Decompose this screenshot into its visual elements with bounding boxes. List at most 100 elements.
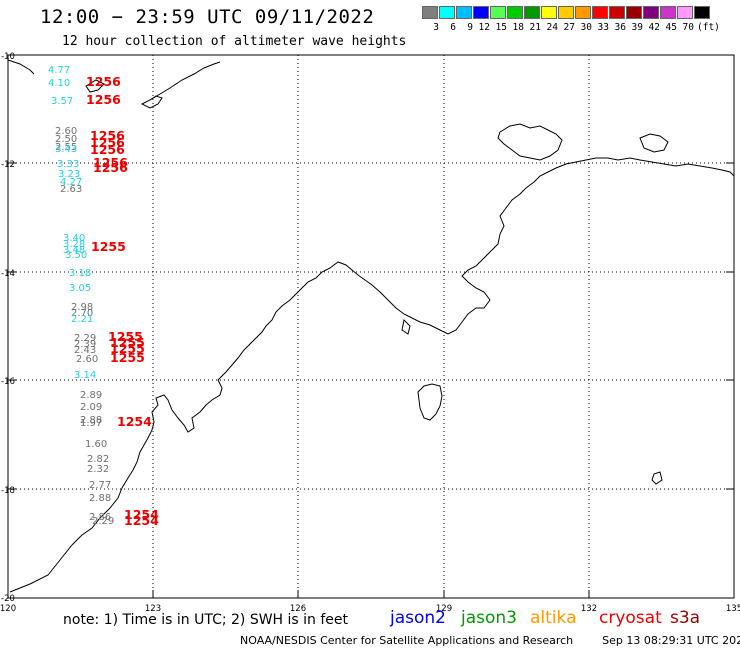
color-swatch: [473, 6, 489, 19]
pass-time-label: 1255: [110, 335, 145, 350]
color-swatch: [541, 6, 557, 19]
wave-height-label: 2.82: [87, 454, 109, 465]
color-scale-label: 42: [648, 22, 660, 33]
pass-time-label: 1256: [90, 142, 125, 157]
wave-height-label: 2.98: [71, 302, 93, 313]
color-scale-label: 6: [450, 22, 456, 33]
color-swatch: [660, 6, 676, 19]
lon-label: 120: [0, 604, 16, 614]
wave-height-label: 3.23: [58, 169, 80, 180]
wave-height-label: 2.86: [89, 512, 111, 523]
color-swatch: [677, 6, 693, 19]
color-scale-label: 24: [546, 22, 558, 33]
lon-label: 132: [581, 604, 597, 614]
pass-time-label: 1256: [93, 155, 128, 170]
pass-time-label: 1256: [93, 160, 128, 175]
wave-height-label: 3.18: [69, 268, 91, 279]
map-frame: [7, 54, 735, 599]
wave-height-label: 2.09: [80, 402, 102, 413]
lat-label: -18: [1, 486, 15, 496]
color-swatch: [422, 6, 438, 19]
wave-height-label: 3.50: [65, 250, 87, 261]
coastline-timor-east: [149, 61, 221, 101]
wave-height-label: 1.60: [85, 439, 107, 450]
coastline-melville-island: [417, 383, 443, 421]
coastline-australia-west: [9, 157, 735, 593]
color-scale-legend: [422, 6, 711, 19]
pass-time-label: 1255: [91, 239, 126, 254]
color-scale-label: 21: [529, 22, 541, 33]
wave-height-label: 2.89: [80, 390, 102, 401]
wave-height-label: 3.40: [63, 233, 85, 244]
lat-label: -14: [1, 269, 15, 279]
color-swatch: [558, 6, 574, 19]
wave-height-label: 2.43: [74, 345, 96, 356]
color-swatch: [626, 6, 642, 19]
wave-height-label: 2.32: [87, 464, 109, 475]
wave-height-label: 3.57: [51, 96, 73, 107]
color-scale-label: 18: [512, 22, 524, 33]
lat-label: -10: [1, 52, 15, 62]
color-scale-label: 36: [614, 22, 626, 33]
wave-height-label: 2.50: [55, 134, 77, 145]
legend-altika: altika: [530, 608, 577, 628]
wave-height-label: 1.97: [80, 418, 102, 429]
lat-label: -12: [1, 160, 15, 170]
coastline-groote-region: [639, 133, 669, 153]
legend-s3a: s3a: [670, 608, 701, 628]
color-swatch: [507, 6, 523, 19]
color-scale-label: 30: [580, 22, 592, 33]
legend-cryosat: cryosat: [599, 608, 662, 628]
pass-time-label: 1256: [90, 135, 125, 150]
wave-height-label: 2.60: [76, 354, 98, 365]
wave-height-label: 2.39: [74, 339, 96, 350]
wave-height-label: 2.88: [80, 415, 102, 426]
color-swatch: [439, 6, 455, 19]
wave-height-label: 3.43: [55, 144, 77, 155]
wave-height-label: 2.29: [74, 333, 96, 344]
color-swatch: [524, 6, 540, 19]
footer-note: note: 1) Time is in UTC; 2) SWH is in fe…: [63, 612, 349, 628]
wave-height-label: 3.48: [63, 245, 85, 256]
color-scale-label: 27: [563, 22, 575, 33]
lon-label: 129: [436, 604, 452, 614]
map-title: 12:00 − 23:59 UTC 09/11/2022: [40, 6, 375, 28]
wave-height-label: 2.88: [89, 493, 111, 504]
coastline-small-island: [651, 471, 663, 485]
color-swatch: [575, 6, 591, 19]
wave-height-label: 3.28: [63, 239, 85, 250]
wave-height-label: 2.55: [55, 142, 77, 153]
lon-label: 126: [290, 604, 306, 614]
coastline-sumba: [7, 59, 35, 75]
color-swatch: [694, 6, 710, 19]
wave-height-label: 2.70: [71, 308, 93, 319]
pass-time-label: 1254: [124, 513, 159, 528]
pass-time-label: 1255: [110, 341, 145, 356]
color-swatch: [490, 6, 506, 19]
color-scale-label: 33: [597, 22, 609, 33]
color-scale-label: (ft): [697, 22, 720, 33]
map-subtitle: 12 hour collection of altimeter wave hei…: [62, 34, 407, 49]
legend-jason2: jason2: [390, 608, 446, 628]
color-swatch: [592, 6, 608, 19]
wave-height-label: 3.05: [69, 283, 91, 294]
coastline-cobourg-peninsula: [497, 123, 563, 161]
color-scale-label: 39: [631, 22, 643, 33]
pass-time-label: 1254: [124, 507, 159, 522]
wave-height-label: 4.10: [48, 78, 70, 89]
pass-time-label: 1254: [117, 414, 152, 429]
color-swatch: [609, 6, 625, 19]
pass-time-label: 1256: [86, 92, 121, 107]
color-scale-label: 15: [495, 22, 507, 33]
pass-time-label: 1255: [110, 350, 145, 365]
wave-height-label: 2.63: [60, 184, 82, 195]
color-swatch: [456, 6, 472, 19]
pass-time-label: 1256: [86, 74, 121, 89]
pass-time-label: 1256: [90, 128, 125, 143]
lon-label: 135: [726, 604, 740, 614]
wave-height-label: 2.77: [89, 480, 111, 491]
footer-credit: NOAA/NESDIS Center for Satellite Applica…: [240, 634, 740, 647]
color-scale-label: 12: [478, 22, 490, 33]
